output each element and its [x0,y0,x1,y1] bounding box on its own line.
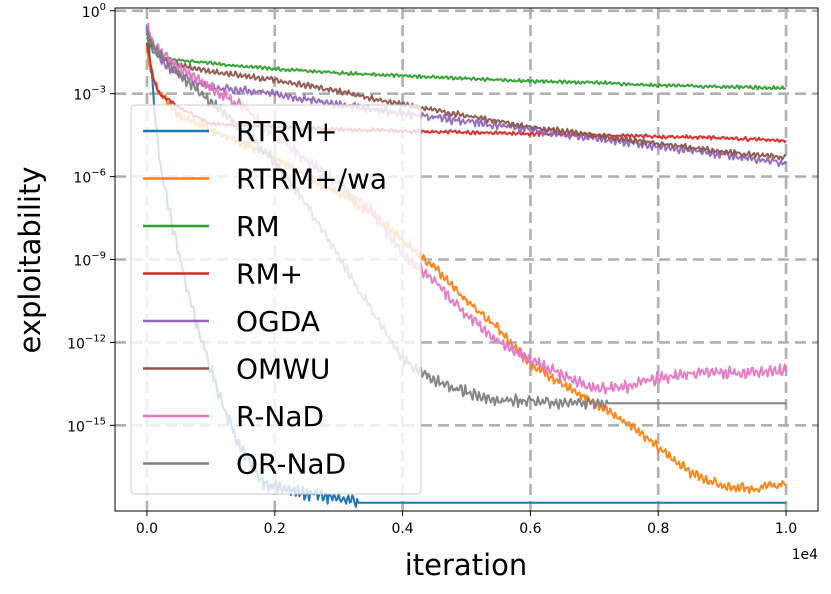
x-axis-ticks: 0.0 0.2 0.4 0.6 0.8 1.0 [136,511,797,537]
x-tick-label: 0.6 [519,521,541,537]
x-tick-label: 1.0 [775,521,797,537]
grid [115,8,818,511]
legend-label: OMWU [236,353,330,386]
legend-label: RTRM+/wa [236,163,387,196]
legend-label: RM [236,210,280,243]
legend: RTRM+ RTRM+/wa RM RM+ OGDA OMWU R-NaD OR-NaD [130,104,422,495]
legend-frame [130,104,422,495]
x-tick-label: 0.8 [647,521,669,537]
x-tick-label: 0.0 [136,521,158,537]
x-tick-label: 0.4 [391,521,413,537]
legend-label: RTRM+ [236,115,338,148]
x-axis-multiplier: 1e4 [792,547,819,563]
series-line-omwu [146,32,787,161]
series-line-ogda [146,24,787,168]
x-axis-label: iteration [405,548,528,582]
legend-label: OGDA [236,305,320,338]
legend-label: OR-NaD [236,448,346,481]
y-axis-label: exploitability [13,166,47,353]
legend-label: RM+ [236,258,303,291]
x-tick-label: 0.2 [264,521,286,537]
legend-label: R-NaD [236,400,324,433]
series-line-rm [146,36,787,91]
